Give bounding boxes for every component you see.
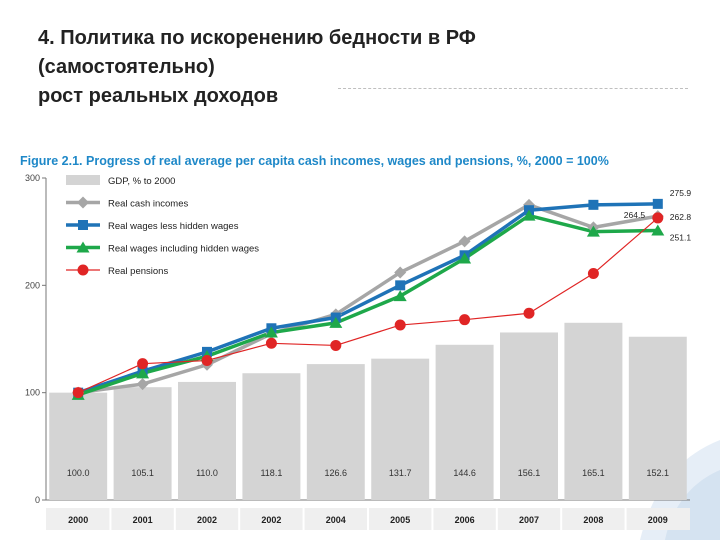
legend-label-real-cash-incomes: Real cash incomes: [108, 199, 189, 210]
plot-area: 0 100 200 300 2000 2001 2002 2002 2004 2005 2006 20…: [25, 173, 691, 530]
y-tick-label: 0: [35, 495, 40, 505]
gdp-bar-label: 105.1: [131, 468, 154, 478]
gdp-bar-label: 165.1: [582, 468, 605, 478]
gdp-bar: [435, 344, 494, 500]
series-point-real-cash-incomes: [394, 266, 407, 279]
gdp-bar: [178, 381, 236, 500]
gdp-bar-label: 131.7: [389, 468, 412, 478]
x-tick-label: 2008: [583, 515, 603, 525]
series-point-real-wages-including-hidden-wages: [458, 252, 472, 264]
series-point-real-pensions: [265, 337, 277, 349]
gdp-bar: [500, 332, 558, 500]
title-separator: [338, 88, 688, 89]
gdp-bar: [306, 364, 365, 500]
x-tick-label: 2002: [197, 515, 217, 525]
series-point-real-wages-including-hidden-wages: [329, 316, 343, 328]
series-line-real-cash-incomes: [77, 203, 659, 395]
series-line-real-pensions: [77, 217, 659, 394]
y-tick-label: 200: [25, 280, 40, 290]
gdp-bar: [564, 322, 623, 500]
gdp-bar-label: 126.6: [325, 468, 348, 478]
legend-label-real-pensions: Real pensions: [108, 266, 168, 277]
slide-title-line-2: (самостоятельно): [38, 56, 215, 78]
series-point-real-pensions: [394, 319, 406, 331]
series-point-real-pensions: [587, 268, 599, 280]
gdp-bar-label: 118.1: [260, 468, 282, 478]
chart-title: Figure 2.1. Progress of real average per…: [20, 154, 609, 168]
end-value-label: 275.9: [670, 188, 692, 198]
series-point-real-wages-including-hidden-wages: [651, 224, 665, 236]
series-point-real-pensions: [459, 314, 471, 326]
x-tick-label: 2004: [326, 515, 346, 525]
gdp-bar: [242, 373, 301, 500]
legend-marker-real-wages-less-hidden-wages: [78, 220, 88, 230]
end-value-label: 251.1: [670, 232, 692, 242]
chart: Figure 2.1. Progress of real average per…: [20, 154, 691, 530]
gdp-bar: [628, 336, 687, 500]
legend-label-gdp: GDP, % to 2000: [108, 176, 175, 187]
slide-title-line-1: 4. Политика по искоренению бедности в РФ: [38, 27, 476, 49]
series-point-real-pensions: [72, 387, 84, 399]
series-point-real-pensions: [137, 358, 149, 370]
legend-label-real-wages-less-hidden-wages: Real wages less hidden wages: [108, 221, 239, 232]
legend-marker-real-wages-including-hidden-wages: [76, 241, 90, 253]
gdp-bar-label: 110.0: [196, 468, 218, 478]
x-tick-label: 2000: [68, 515, 88, 525]
gdp-bar: [49, 392, 108, 500]
slide-title: 4. Политика по искоренению бедности в РФ…: [38, 24, 698, 111]
y-tick-label: 300: [25, 173, 40, 183]
x-tick-label: 2005: [390, 515, 410, 525]
gdp-bar-label: 144.6: [453, 468, 476, 478]
gdp-bar: [371, 358, 430, 500]
series-point-real-cash-incomes: [136, 378, 149, 391]
y-tick-label: 100: [25, 388, 40, 398]
series-point-real-wages-less-hidden-wages: [395, 280, 406, 291]
series-point-real-pensions: [523, 307, 535, 319]
series-point-real-pensions: [330, 339, 342, 351]
series-point-real-pensions: [652, 212, 664, 224]
slide-title-line-3: рост реальных доходов: [38, 85, 279, 107]
series-point-real-pensions: [201, 354, 213, 366]
x-tick-label: 2001: [133, 515, 153, 525]
series-point-real-wages-including-hidden-wages: [264, 326, 278, 338]
gdp-bar-label: 156.1: [518, 468, 541, 478]
gdp-bar-label: 100.0: [67, 468, 90, 478]
series-point-real-cash-incomes: [458, 235, 471, 248]
legend-label-real-wages-including-hidden-wages: Real wages including hidden wages: [108, 244, 259, 255]
series-point-real-wages-including-hidden-wages: [136, 367, 150, 379]
x-tick-label: 2006: [455, 515, 475, 525]
gdp-bar-label: 152.1: [647, 468, 670, 478]
x-tick-label: 2007: [519, 515, 539, 525]
end-value-label: 262.8: [670, 212, 692, 222]
series-line-real-wages-including-hidden-wages: [77, 213, 658, 397]
legend-swatch-gdp: [66, 175, 100, 185]
legend-marker-real-cash-incomes: [77, 196, 89, 209]
series-point-real-wages-less-hidden-wages: [588, 199, 599, 210]
series-point-real-wages-including-hidden-wages: [586, 225, 600, 237]
series-point-real-wages-less-hidden-wages: [652, 198, 663, 209]
x-tick-label: 2002: [261, 515, 281, 525]
end-value-label: 264.5: [624, 210, 646, 220]
x-tick-label: 2009: [648, 515, 668, 525]
gdp-bar: [113, 387, 172, 500]
legend-marker-real-pensions: [77, 264, 89, 276]
series-point-real-wages-including-hidden-wages: [393, 290, 407, 302]
series-point-real-wages-including-hidden-wages: [522, 209, 536, 221]
